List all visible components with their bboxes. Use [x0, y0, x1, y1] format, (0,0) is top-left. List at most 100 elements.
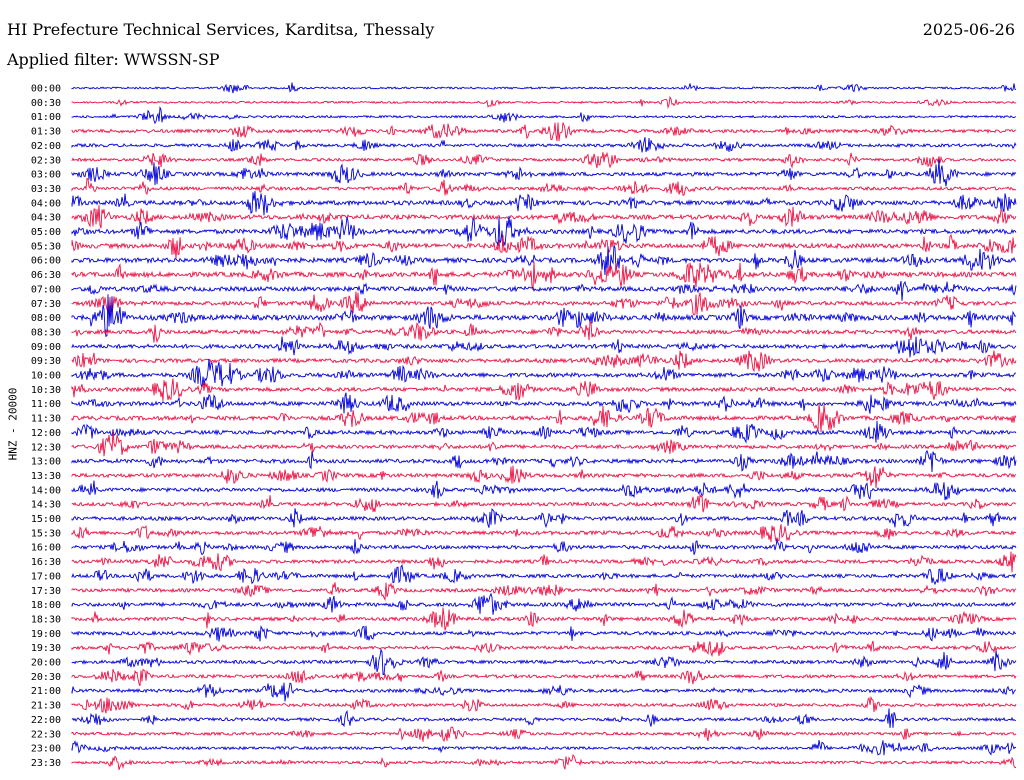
time-tick-label: 07:00 — [31, 284, 61, 295]
time-tick-label: 03:30 — [31, 184, 61, 195]
trace-row-0930 — [71, 350, 1017, 373]
time-tick-label: 23:00 — [31, 744, 61, 755]
time-tick-label: 08:00 — [31, 313, 61, 324]
time-tick-label: 01:00 — [31, 112, 61, 123]
time-tick-label: 18:00 — [31, 600, 61, 611]
record-date: 2025-06-26 — [922, 20, 1015, 39]
trace-row-2100 — [71, 682, 1017, 702]
trace-row-1430 — [71, 493, 1017, 513]
time-tick-label: 04:30 — [31, 213, 61, 224]
time-tick-label: 23:30 — [31, 758, 61, 769]
time-tick-label: 19:30 — [31, 643, 61, 654]
trace-row-1030 — [71, 378, 1017, 401]
trace-row-2200 — [71, 708, 1017, 728]
trace-row-1600 — [71, 538, 1017, 556]
trace-row-0700 — [71, 280, 1017, 301]
time-tick-label: 16:30 — [31, 557, 61, 568]
time-tick-label: 05:00 — [31, 227, 61, 238]
time-tick-label: 20:30 — [31, 672, 61, 683]
time-tick-label: 22:00 — [31, 715, 61, 726]
trace-row-0600 — [71, 244, 1017, 276]
trace-row-0800 — [71, 294, 1017, 338]
trace-row-1000 — [71, 358, 1016, 388]
time-tick-label: 22:30 — [31, 729, 61, 740]
time-tick-label: 16:00 — [31, 543, 61, 554]
trace-row-1730 — [71, 582, 1017, 602]
trace-row-1300 — [71, 449, 1017, 473]
trace-row-0330 — [71, 177, 1017, 196]
time-tick-label: 00:30 — [31, 98, 61, 109]
time-tick-label: 13:00 — [31, 457, 61, 468]
time-tick-label: 15:30 — [31, 528, 61, 539]
time-tick-label: 18:30 — [31, 614, 61, 625]
time-tick-label: 01:30 — [31, 127, 61, 138]
time-tick-label: 03:00 — [31, 170, 61, 181]
trace-row-0130 — [71, 122, 1017, 142]
station-title: HI Prefecture Technical Services, Kardit… — [7, 20, 435, 39]
trace-row-2000 — [71, 648, 1017, 676]
time-tick-label: 10:00 — [31, 371, 61, 382]
trace-row-0630 — [71, 261, 1017, 291]
time-tick-label: 06:00 — [31, 256, 61, 267]
trace-row-2330 — [71, 754, 1017, 770]
time-tick-label: 21:00 — [31, 686, 61, 697]
time-tick-label: 09:00 — [31, 342, 61, 353]
time-tick-label: 17:00 — [31, 571, 61, 582]
trace-row-0400 — [71, 191, 1017, 216]
trace-row-0200 — [71, 137, 1017, 153]
time-tick-label: 15:00 — [31, 514, 61, 525]
trace-row-2130 — [71, 695, 1017, 714]
time-tick-label: 00:00 — [31, 84, 61, 95]
time-tick-label: 10:30 — [31, 385, 61, 396]
time-tick-label: 20:00 — [31, 658, 61, 669]
time-tick-label: 13:30 — [31, 471, 61, 482]
trace-row-0230 — [71, 151, 1017, 169]
time-tick-label: 11:00 — [31, 399, 61, 410]
trace-row-0300 — [71, 159, 1017, 187]
trace-row-0030 — [71, 95, 1017, 109]
time-tick-label: 12:30 — [31, 442, 61, 453]
trace-row-1130 — [71, 403, 1017, 433]
time-tick-label: 19:00 — [31, 629, 61, 640]
trace-row-2230 — [71, 726, 1017, 742]
time-tick-label: 14:30 — [31, 500, 61, 511]
trace-row-1830 — [71, 607, 1017, 631]
time-tick-label: 08:30 — [31, 327, 61, 338]
trace-row-2300 — [71, 740, 1017, 756]
time-tick-label: 14:00 — [31, 485, 61, 496]
trace-row-1230 — [71, 430, 1017, 457]
time-tick-label: 12:00 — [31, 428, 61, 439]
trace-row-0530 — [71, 233, 1017, 259]
time-tick-label: 07:30 — [31, 299, 61, 310]
trace-row-1330 — [71, 465, 1017, 489]
trace-row-0730 — [71, 291, 1017, 316]
time-tick-label: 02:30 — [31, 155, 61, 166]
time-tick-label: 02:00 — [31, 141, 61, 152]
trace-row-0500 — [71, 215, 1017, 247]
trace-row-0900 — [71, 336, 1017, 358]
filter-label: Applied filter: WWSSN-SP — [7, 50, 220, 69]
trace-row-1930 — [71, 640, 1017, 658]
time-tick-label: 11:30 — [31, 414, 61, 425]
trace-row-1530 — [71, 524, 1017, 543]
trace-row-1700 — [71, 564, 1017, 586]
time-tick-label: 04:00 — [31, 198, 61, 209]
trace-row-2030 — [71, 668, 1017, 687]
trace-row-1900 — [71, 625, 1017, 642]
trace-row-0830 — [71, 320, 1017, 344]
time-tick-label: 09:30 — [31, 356, 61, 367]
trace-row-1400 — [71, 480, 1017, 501]
time-tick-label: 06:30 — [31, 270, 61, 281]
time-tick-label: 21:30 — [31, 701, 61, 712]
trace-row-1800 — [71, 592, 1017, 615]
time-tick-label: 17:30 — [31, 586, 61, 597]
trace-row-1630 — [71, 551, 1017, 573]
time-tick-label: 05:30 — [31, 241, 61, 252]
trace-row-0100 — [71, 105, 1017, 125]
trace-row-1500 — [71, 508, 1017, 529]
trace-row-1100 — [71, 392, 1017, 414]
trace-row-0000 — [71, 82, 1017, 94]
trace-row-0430 — [71, 205, 1017, 229]
trace-row-1200 — [71, 420, 1017, 444]
